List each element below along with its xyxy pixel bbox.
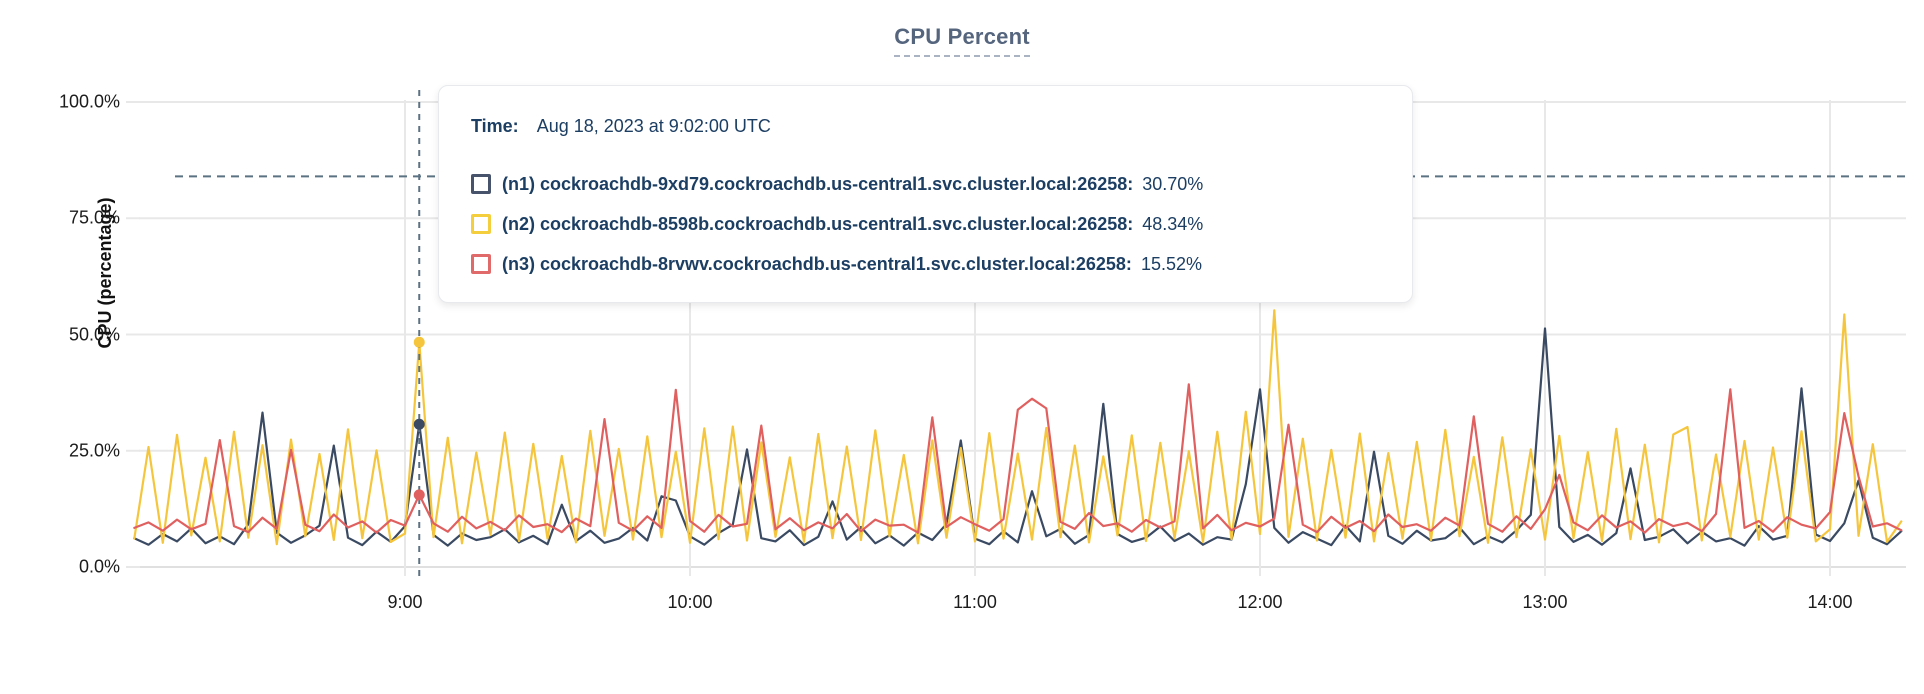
series-n3-name: (n3) cockroachdb-8rvwv.cockroachdb.us-ce… — [502, 254, 1132, 274]
series-n2-value: 48.34% — [1142, 214, 1204, 234]
tooltip-series-row: (n1) cockroachdb-9xd79.cockroachdb.us-ce… — [471, 172, 1382, 196]
tooltip-time-row: Time: Aug 18, 2023 at 9:02:00 UTC — [471, 114, 1382, 138]
y-tick-label: 75.0% — [68, 207, 120, 228]
y-tick-label: 25.0% — [68, 440, 120, 461]
series-n3-swatch-icon — [471, 254, 491, 274]
y-tick-label: 100.0% — [58, 91, 120, 112]
series-n1-name: (n1) cockroachdb-9xd79.cockroachdb.us-ce… — [502, 174, 1134, 194]
series-n2-name: (n2) cockroachdb-8598b.cockroachdb.us-ce… — [502, 214, 1134, 234]
tooltip-series-row: (n2) cockroachdb-8598b.cockroachdb.us-ce… — [471, 212, 1382, 236]
hover-point-dots — [413, 336, 425, 501]
series-n3-value: 15.52% — [1140, 254, 1202, 274]
y-tick-label: 0.0% — [78, 556, 120, 577]
x-tick-label: 10:00 — [667, 592, 713, 612]
x-tick-label: 12:00 — [1237, 592, 1283, 612]
x-tick-label: 11:00 — [953, 592, 997, 612]
y-tick-label: 50.0% — [68, 324, 120, 344]
series-lines — [133, 309, 1903, 547]
x-tick-label: 9:00 — [387, 592, 423, 612]
chart-title-wrap: CPU Percent — [0, 24, 1924, 57]
tooltip-time-value: Aug 18, 2023 at 9:02:00 UTC — [536, 116, 771, 136]
tooltip-series-row: (n3) cockroachdb-8rvwv.cockroachdb.us-ce… — [471, 252, 1382, 276]
series-n2-swatch-icon — [471, 214, 491, 234]
x-tick-label: 13:00 — [1522, 592, 1568, 612]
series-n1-value: 30.70% — [1142, 174, 1204, 194]
hover-tooltip: Time: Aug 18, 2023 at 9:02:00 UTC (n1) c… — [438, 85, 1413, 303]
tooltip-time-label: Time: — [471, 116, 519, 136]
series-n1-swatch-icon — [471, 174, 491, 194]
x-tick-label: 14:00 — [1807, 592, 1853, 612]
chart-title[interactable]: CPU Percent — [894, 24, 1030, 57]
